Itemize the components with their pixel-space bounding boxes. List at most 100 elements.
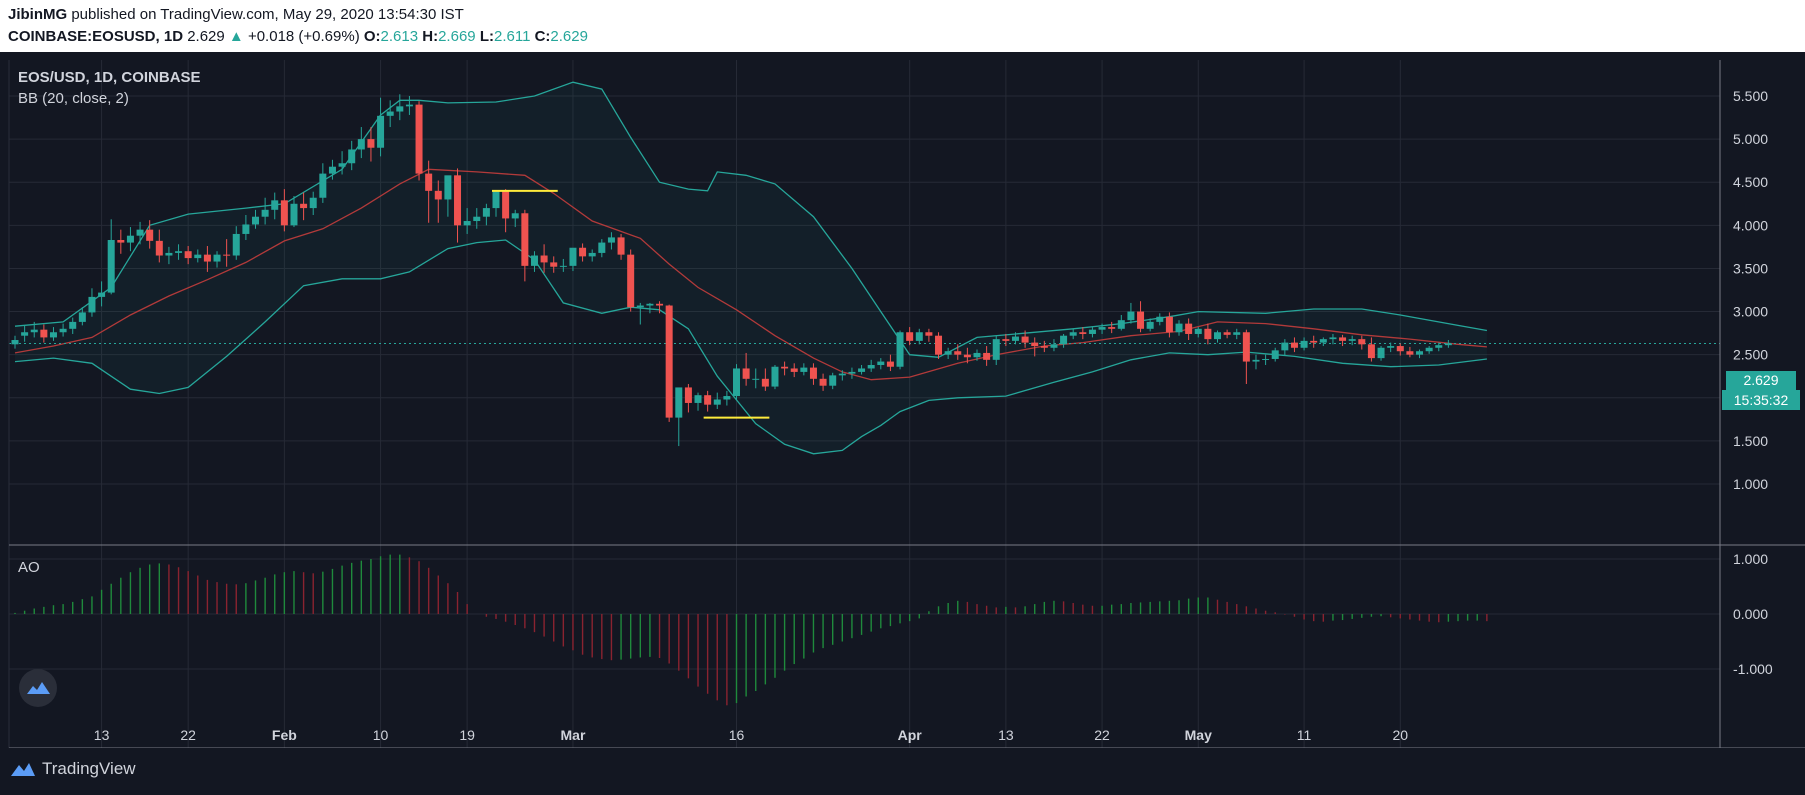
author-name[interactable]: JibinMG [8,6,68,23]
candle [1444,340,1452,348]
price-badge [1726,371,1796,390]
candle [1271,347,1279,362]
candle [492,190,500,217]
candle [11,335,19,349]
candle-body [223,254,231,256]
candle-body [1088,329,1096,334]
candle [232,226,240,260]
candle [1406,346,1414,358]
time-tick-label: May [1185,727,1212,743]
candle [117,229,125,254]
time-tick-label: Feb [272,727,297,743]
candle-body [444,175,452,200]
footer-brand[interactable]: TradingView [10,759,136,779]
candle [21,325,29,342]
candle [569,247,577,272]
candle-body [1300,340,1308,348]
candle [165,246,173,265]
candle-body [396,106,404,112]
candle [1339,334,1347,347]
candle-body [1127,311,1135,321]
open-label: O: [363,28,381,45]
candle [377,97,385,157]
candle-body [925,332,933,336]
candle-body [49,332,57,338]
candle [386,100,394,128]
candle-body [1435,345,1443,348]
candle [925,328,933,342]
candle [1396,343,1404,356]
candle [415,101,423,181]
candle [607,232,615,250]
candle-body [482,208,490,217]
chart-area[interactable]: 5.5005.0004.5004.0003.5003.0002.5002.000… [0,0,1805,748]
candle [338,151,346,175]
candle [1367,337,1375,362]
candle [1040,340,1048,353]
candle [627,249,635,312]
publish-text: published on TradingView.com, May 29, 20… [71,6,464,23]
candle-body [300,203,308,209]
candle [290,196,298,228]
ao-tick-label: -1.000 [1733,661,1773,677]
candle [126,227,134,252]
last-price: 2.629 [187,28,225,45]
grid-lines [9,60,1720,748]
candle [1204,323,1212,345]
time-tick-label: 10 [373,727,389,743]
candle [223,239,231,267]
candle-body [232,233,240,256]
candle-body [915,332,923,341]
time-tick-label: 16 [729,727,745,743]
candle [983,346,991,366]
price-tick-label: 1.500 [1733,433,1768,449]
high-value: 2.669 [438,28,476,45]
candle-body [1281,342,1289,351]
candle-body [588,252,596,257]
candle [328,159,336,180]
candle [742,352,750,386]
candle [704,390,712,412]
legend-main: EOS/USD, 1D, COINBASE [18,69,201,86]
candle-body [559,265,567,267]
candle [886,354,894,372]
candle [819,373,827,391]
candle [203,246,211,272]
candle [838,370,846,381]
candle-body [203,254,211,262]
candle-body [405,104,413,107]
candle [579,243,587,262]
candle [761,368,769,391]
candle-body [1031,342,1039,347]
candle-body [1175,323,1183,333]
candle-body [665,305,673,418]
candle-body [598,242,606,253]
candle-body [1290,342,1298,348]
time-axis-labels: 13 22 Feb 10 19 Mar 16 Apr 13 22 May 11 20 [94,727,1408,743]
candle-body [1319,339,1327,343]
candle [319,163,327,203]
candle [261,197,269,225]
candle-body [1011,336,1019,341]
candle [1348,335,1356,346]
candle-body [252,216,259,225]
candle [98,281,106,307]
candle-body [319,173,327,198]
candle-body [213,254,221,262]
candle [954,344,962,360]
price-tick-label: 5.000 [1733,131,1768,147]
symbol-line: COINBASE:EOSUSD, 1D [8,28,184,45]
candle [1088,327,1096,338]
candle-body [761,378,769,387]
tradingview-icon [11,763,35,776]
price-tick-label: 5.500 [1733,88,1768,104]
candle-body [877,361,885,366]
candle-body [1137,311,1145,329]
candle [675,387,683,447]
candle [1079,327,1087,340]
candle-body [896,332,904,367]
candle [30,321,38,338]
tradingview-logo-icon[interactable] [19,669,57,707]
candle [1011,332,1019,345]
candle-body [617,237,625,255]
